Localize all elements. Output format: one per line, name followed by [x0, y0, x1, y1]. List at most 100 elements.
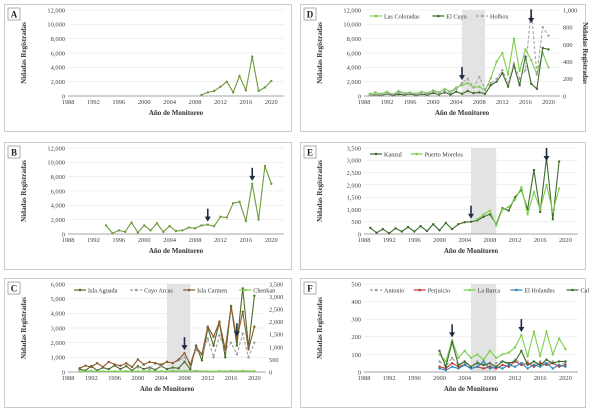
chart-panel-d: 0 2,000 4,000 6,000 8,000 10,000 12,000 0 200 400…	[300, 4, 589, 132]
data-point	[385, 92, 389, 95]
legend-marker	[243, 288, 247, 292]
data-point	[444, 367, 448, 370]
data-point	[463, 349, 466, 353]
data-point	[551, 210, 555, 214]
x-tick-label: 2012	[496, 99, 509, 106]
data-point	[507, 365, 510, 368]
data-point	[469, 365, 473, 368]
data-point	[539, 363, 542, 367]
data-point	[466, 81, 469, 85]
legend-marker	[374, 14, 378, 18]
data-point	[478, 91, 481, 94]
data-point	[113, 370, 116, 373]
data-point	[518, 69, 521, 73]
legend-marker	[468, 288, 471, 292]
data-point	[469, 367, 473, 370]
data-point	[494, 224, 498, 227]
data-point	[235, 344, 239, 347]
x-tick-label: 2000	[433, 375, 446, 382]
data-point	[101, 365, 105, 369]
y-tick-label: 8,000	[51, 174, 65, 181]
data-point	[444, 221, 448, 225]
data-point	[253, 369, 256, 373]
legend-marker	[437, 14, 440, 18]
x-tick-label: 2008	[189, 99, 202, 106]
data-point	[501, 208, 504, 211]
data-point	[413, 230, 416, 233]
x-tick-label: 2000	[427, 99, 440, 106]
data-point	[95, 362, 99, 365]
data-point	[488, 213, 492, 216]
y-tick-label: 4,000	[51, 203, 65, 210]
data-point	[238, 74, 241, 78]
panel-letter: C	[11, 283, 18, 293]
legend-marker	[571, 288, 574, 292]
x-tick-label: 2000	[138, 237, 151, 244]
x-tick-label: 1992	[87, 99, 100, 106]
legend-label: Isla Carmen	[197, 287, 227, 294]
y-tick-label: 12,000	[47, 145, 65, 152]
x-tick-label: 1992	[383, 237, 396, 244]
y-tick-label: 0	[62, 369, 65, 376]
data-point	[469, 220, 473, 223]
x-tick-label: 2000	[138, 99, 151, 106]
data-point	[104, 224, 108, 227]
data-point	[524, 69, 527, 72]
data-point	[244, 219, 248, 223]
data-point	[506, 85, 510, 88]
data-point	[507, 351, 510, 354]
legend-marker	[78, 288, 82, 292]
data-point	[403, 92, 406, 96]
data-point	[136, 231, 140, 234]
x-tick-label: 2020	[542, 99, 555, 106]
data-point	[225, 80, 229, 83]
data-point	[488, 209, 492, 212]
data-point	[231, 91, 235, 94]
data-point	[130, 365, 134, 369]
arrow-head	[468, 213, 474, 219]
data-point	[263, 86, 267, 89]
x-tick-label: 2004	[450, 99, 464, 106]
data-point	[545, 183, 548, 187]
data-point	[231, 201, 235, 205]
data-point	[513, 198, 517, 201]
data-point	[482, 213, 485, 216]
data-point	[506, 81, 510, 85]
data-point	[529, 58, 533, 62]
y-tick-label: 3,000	[51, 325, 65, 332]
y2-tick-label: 800	[563, 25, 573, 32]
data-point	[437, 92, 441, 95]
data-point	[532, 365, 536, 368]
x-tick-label: 2012	[509, 375, 522, 382]
y-tick-label: 5,000	[51, 296, 65, 303]
data-point	[489, 81, 493, 85]
data-point	[532, 191, 536, 194]
data-point	[507, 362, 510, 365]
data-point	[476, 365, 479, 368]
data-point	[394, 227, 397, 230]
data-point	[183, 356, 186, 359]
x-tick-label: 2008	[483, 237, 496, 244]
x-tick-label: 1992	[85, 375, 98, 382]
y-axis-label: Nidadas Registradas	[20, 160, 28, 222]
data-point	[181, 229, 184, 232]
data-point	[162, 230, 165, 234]
legend-label: Kanzul	[384, 151, 402, 158]
data-point	[78, 370, 81, 373]
data-point	[476, 360, 479, 363]
data-point	[444, 369, 448, 372]
y-tick-label: 500	[351, 219, 361, 226]
data-point	[149, 229, 152, 232]
data-point	[501, 71, 504, 75]
panel-border	[4, 142, 292, 270]
data-point	[443, 89, 446, 93]
data-point	[545, 330, 548, 333]
data-point	[518, 84, 521, 87]
data-point	[489, 76, 493, 80]
arrow-head	[518, 327, 525, 333]
data-point	[526, 367, 529, 370]
data-point	[501, 363, 504, 367]
data-point	[200, 359, 204, 362]
data-point	[253, 294, 256, 297]
x-tick-label: 2000	[131, 375, 144, 382]
